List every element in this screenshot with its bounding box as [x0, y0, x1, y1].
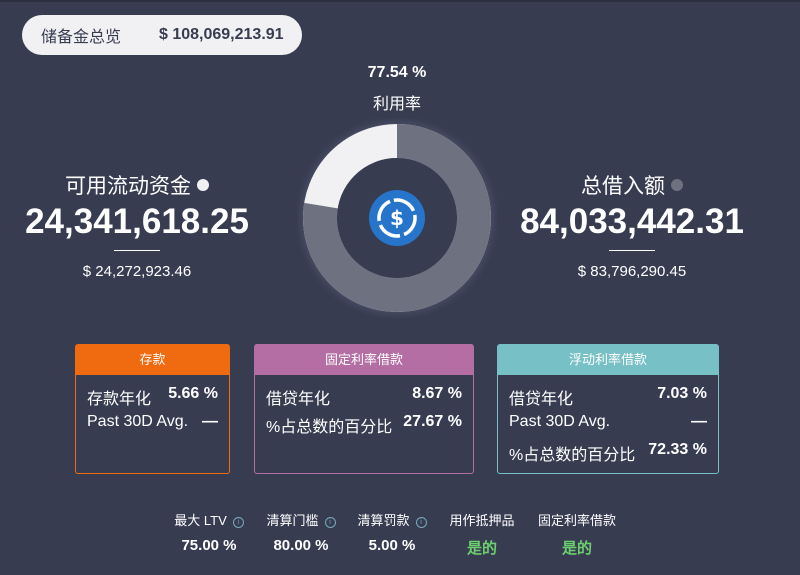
card-row: Past 30D Avg. —: [498, 413, 718, 431]
row-label: %占总数的百分比: [266, 419, 393, 436]
card-row: 借贷年化 7.03 %: [498, 385, 718, 408]
card-row: Past 30D Avg. —: [76, 413, 229, 431]
stat-label: 用作抵押品: [449, 513, 515, 528]
stat-liquidation-threshold: 清算门槛 i 80.00 %: [262, 510, 340, 554]
stat-label: 最大 LTV: [174, 513, 227, 528]
stat-value: 75.00 %: [181, 537, 237, 554]
deposit-card: 存款 存款年化 5.66 % Past 30D Avg. —: [75, 344, 230, 474]
borrowed-amount: 84,033,442.31: [520, 202, 744, 241]
stat-label: 清算门槛: [266, 513, 319, 528]
row-value: 7.03 %: [657, 385, 707, 402]
divider: [114, 250, 160, 251]
top-border: [0, 0, 800, 2]
usdc-icon: $: [369, 190, 425, 246]
stat-value: 是的: [561, 540, 592, 557]
borrowed-dot-icon: [671, 179, 683, 191]
variable-rate-card: 浮动利率借款 借贷年化 7.03 % Past 30D Avg. — %占总数的百分…: [497, 344, 719, 474]
stat-collateral: 用作抵押品 是的: [442, 510, 522, 558]
available-usd: $ 24,272,923.46: [82, 263, 192, 280]
borrowed-usd: $ 83,796,290.45: [577, 263, 687, 280]
card-header: 浮动利率借款: [498, 345, 718, 375]
stat-value: 是的: [466, 540, 497, 557]
info-icon[interactable]: i: [415, 517, 427, 528]
stat-label: 清算罚款: [357, 513, 410, 528]
row-label: 借贷年化: [509, 391, 574, 408]
row-label: Past 30D Avg.: [87, 413, 189, 430]
row-label: 存款年化: [87, 391, 152, 408]
stat-max-ltv: 最大 LTV i 75.00 %: [170, 510, 248, 554]
row-value: 27.67 %: [403, 413, 462, 430]
fixed-rate-card: 固定利率借款 借贷年化 8.67 % %占总数的百分比 27.67 %: [254, 344, 474, 474]
utilization-value: 77.54 %: [367, 64, 427, 81]
available-label: 可用流动资金: [65, 175, 191, 198]
reserve-value: $ 108,069,213.91: [159, 26, 284, 43]
card-header: 存款: [76, 345, 229, 375]
borrowed-arc: [303, 124, 491, 312]
card-row: 存款年化 5.66 %: [76, 385, 229, 408]
row-value: 8.67 %: [412, 385, 462, 402]
row-label: 借贷年化: [266, 391, 331, 408]
stat-fixed-rate-borrowing: 固定利率借款 是的: [530, 510, 624, 558]
row-label: Past 30D Avg.: [509, 413, 611, 430]
borrowed-label: 总借入额: [581, 175, 665, 198]
reserve-overview-pill: 储备金总览 $ 108,069,213.91: [22, 15, 302, 55]
stat-value: 5.00 %: [368, 537, 416, 554]
card-header: 固定利率借款: [255, 345, 473, 375]
row-value: 5.66 %: [168, 385, 218, 402]
divider: [609, 250, 655, 251]
card-row: 借贷年化 8.67 %: [255, 385, 473, 408]
row-value: —: [202, 413, 218, 430]
svg-text:$: $: [390, 206, 404, 230]
row-value: 72.33 %: [648, 441, 707, 458]
stat-value: 80.00 %: [273, 537, 329, 554]
info-icon[interactable]: i: [232, 517, 244, 528]
available-liquidity: 可用流动资金 24,341,618.25 $ 24,272,923.46: [7, 170, 267, 280]
row-label: %占总数的百分比: [509, 447, 636, 464]
available-dot-icon: [197, 179, 209, 191]
row-value: —: [691, 413, 707, 430]
reserve-label: 储备金总览: [41, 29, 122, 46]
stat-liquidation-penalty: 清算罚款 i 5.00 %: [352, 510, 432, 554]
stat-label: 固定利率借款: [537, 513, 616, 528]
info-icon[interactable]: i: [324, 517, 336, 528]
utilization-donut: $: [301, 122, 493, 314]
card-row: %占总数的百分比 72.33 %: [498, 441, 718, 464]
card-row: %占总数的百分比 27.67 %: [255, 413, 473, 436]
total-borrowed: 总借入额 84,033,442.31 $ 83,796,290.45: [502, 170, 762, 280]
utilization-label: 利用率: [372, 96, 421, 113]
available-amount: 24,341,618.25: [25, 202, 249, 241]
